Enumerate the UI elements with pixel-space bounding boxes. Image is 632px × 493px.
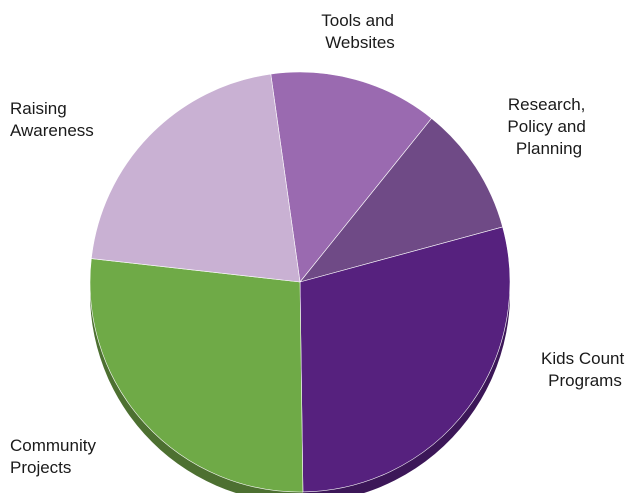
pie-slice-community-projects xyxy=(89,258,304,493)
slice-label-research-policy-and-planning: Research, Policy and Planning xyxy=(507,95,590,158)
label-line: Awareness xyxy=(10,121,94,140)
label-line: Projects xyxy=(10,458,71,477)
label-line: Community xyxy=(10,436,96,455)
label-line: Programs xyxy=(548,371,622,390)
pie-slice-tools-and-websites xyxy=(270,71,433,283)
label-line: Websites xyxy=(325,33,395,52)
pie-slice-kids-count-programs xyxy=(299,226,511,493)
pie-slice-research-policy-and-planning xyxy=(299,117,504,283)
slice-label-tools-and-websites: Tools and Websites xyxy=(321,11,399,52)
slice-label-kids-count-programs: Kids Count Programs xyxy=(541,349,629,390)
pie-slice-raising-awareness xyxy=(90,73,301,283)
label-line: Raising xyxy=(10,99,67,118)
label-line: Tools and xyxy=(321,11,394,30)
label-line: Policy and xyxy=(507,117,585,136)
label-line: Research, xyxy=(508,95,585,114)
label-line: Planning xyxy=(516,139,582,158)
slice-label-community-projects: Community Projects xyxy=(10,436,101,477)
pie-slices xyxy=(89,71,511,493)
label-line: Kids Count xyxy=(541,349,624,368)
slice-label-raising-awareness: Raising Awareness xyxy=(10,99,94,140)
